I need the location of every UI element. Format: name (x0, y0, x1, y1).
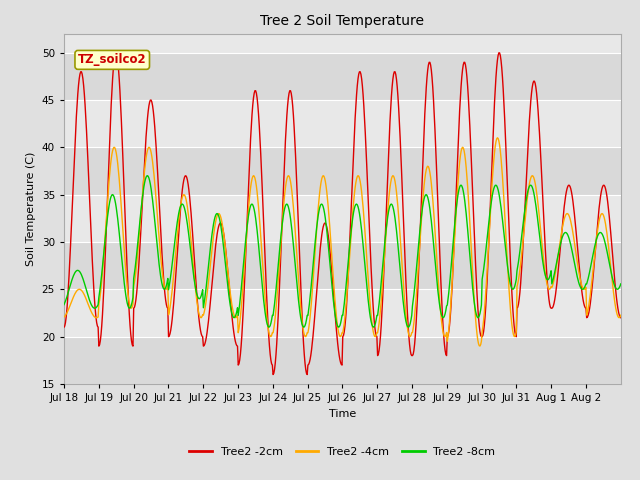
Bar (64, 52, 621, 100)
Legend: Tree2 -2cm, Tree2 -4cm, Tree2 -8cm: Tree2 -2cm, Tree2 -4cm, Tree2 -8cm (185, 442, 500, 461)
Y-axis label: Soil Temperature (C): Soil Temperature (C) (26, 152, 36, 266)
Bar (64, 242, 621, 289)
X-axis label: Time: Time (329, 408, 356, 419)
Bar (64, 147, 621, 194)
Text: TZ_soilco2: TZ_soilco2 (78, 53, 147, 66)
Title: Tree 2 Soil Temperature: Tree 2 Soil Temperature (260, 14, 424, 28)
Bar (64, 336, 621, 384)
